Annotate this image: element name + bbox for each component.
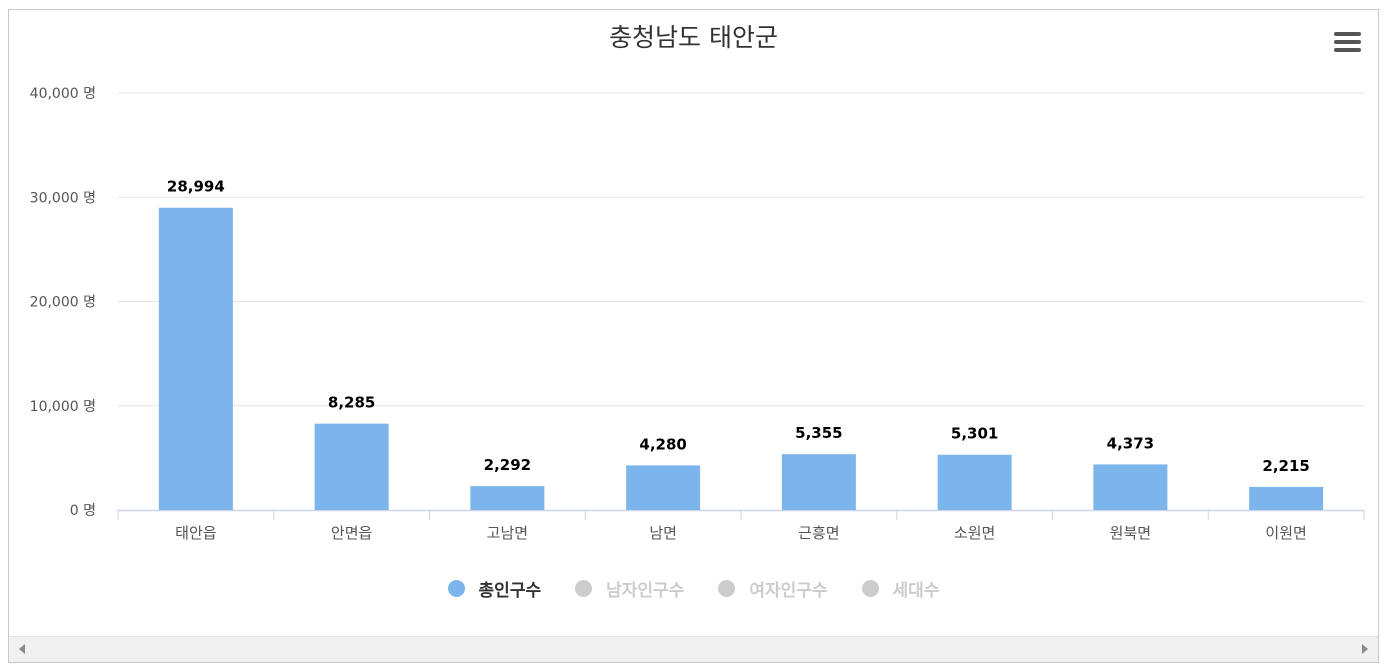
legend-dot-female xyxy=(718,579,736,597)
x-tick-label: 원북면 xyxy=(1110,524,1151,542)
x-tick-label: 고남면 xyxy=(487,524,528,542)
horizontal-scrollbar[interactable] xyxy=(9,636,1378,662)
bar xyxy=(626,465,701,510)
data-label: 2,292 xyxy=(484,456,531,474)
legend-label-male: 남자인구수 xyxy=(606,580,685,601)
arrow-left-icon[interactable] xyxy=(19,644,25,654)
bar xyxy=(158,207,233,510)
legend-item-male[interactable]: 남자인구수 xyxy=(575,576,684,601)
bar xyxy=(1093,464,1168,510)
legend-dot-male xyxy=(575,579,593,597)
x-tick-label: 근흥면 xyxy=(798,524,839,542)
legend-item-female[interactable]: 여자인구수 xyxy=(718,576,828,601)
chart-title: 충청남도 태안군 xyxy=(609,23,778,52)
bar xyxy=(937,454,1012,510)
legend: 총인구수 남자인구수 여자인구수 세대수 xyxy=(0,574,1387,602)
y-tick-label: 10,000 명 xyxy=(30,399,96,415)
legend-item-households[interactable]: 세대수 xyxy=(861,576,940,601)
x-tick-label: 태안읍 xyxy=(175,524,216,542)
legend-dot-total xyxy=(447,579,465,597)
data-label: 5,355 xyxy=(795,424,842,442)
data-label: 28,994 xyxy=(167,178,225,196)
legend-label-total: 총인구수 xyxy=(478,580,542,601)
chart-frame xyxy=(8,9,1379,663)
legend-label-households: 세대수 xyxy=(892,580,940,601)
bar xyxy=(781,454,856,510)
data-label: 4,280 xyxy=(639,435,686,453)
legend-item-total[interactable]: 총인구수 xyxy=(447,576,542,601)
y-tick-label: 40,000 명 xyxy=(30,86,96,102)
data-label: 8,285 xyxy=(328,394,375,412)
data-label: 4,373 xyxy=(1107,434,1154,452)
x-tick-label: 이원면 xyxy=(1265,524,1306,542)
data-label: 5,301 xyxy=(951,425,998,443)
y-tick-label: 30,000 명 xyxy=(30,190,96,206)
bar xyxy=(470,486,545,510)
y-tick-label: 0 명 xyxy=(70,503,96,519)
bar xyxy=(314,423,389,510)
legend-dot-households xyxy=(861,579,879,597)
hamburger-menu-icon[interactable] xyxy=(1334,32,1362,56)
y-tick-label: 20,000 명 xyxy=(30,295,96,311)
legend-label-female: 여자인구수 xyxy=(749,580,828,601)
arrow-right-icon[interactable] xyxy=(1362,644,1368,654)
data-label: 2,215 xyxy=(1262,457,1309,475)
x-tick-label: 안면읍 xyxy=(331,524,372,542)
x-tick-label: 소원면 xyxy=(954,524,995,542)
x-tick-label: 남면 xyxy=(649,524,677,542)
bar xyxy=(1249,486,1324,510)
